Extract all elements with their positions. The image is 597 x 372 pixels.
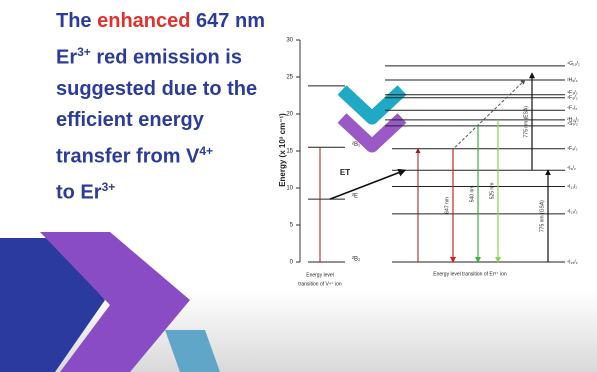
level-label: ²B₂: [352, 257, 361, 263]
superscript: 3+: [102, 180, 116, 194]
text: to Er: [56, 182, 102, 204]
arrow-label: 525 nm: [489, 183, 495, 200]
level-label: ⁴G₁₁/₂: [567, 61, 580, 67]
text: suggested due to the: [56, 74, 265, 105]
level-label: ⁴F₇/₂: [567, 106, 577, 112]
level-label: ²B₁: [352, 142, 360, 148]
level-label: ⁴I₁₅/₂: [567, 259, 578, 265]
level-label: ⁴F₃/₂: [567, 90, 578, 96]
text: efficient energy: [56, 105, 265, 136]
y-tick-label: 15: [286, 149, 293, 155]
level-label: ⁴I₁₃/₂: [567, 209, 578, 215]
text: red emission is: [96, 47, 242, 69]
text: Er: [56, 47, 77, 69]
arrow-label: ET: [340, 168, 350, 177]
text: The: [56, 10, 92, 32]
arrow-label: 540 nm: [469, 186, 475, 203]
y-tick-label: 10: [286, 186, 293, 192]
caption: Energy level transition of Er³⁺ ion: [433, 271, 507, 277]
esa-arrow: [455, 80, 525, 147]
arrow-label: 647 nm: [444, 197, 450, 214]
arrow-label: 775 nm (ESA): [523, 106, 529, 138]
slide: Energy (x 10³ cm⁻¹) Energy level transit…: [0, 0, 597, 372]
level-label: ²H₉/₂: [567, 77, 578, 83]
text: 647 nm: [196, 10, 265, 32]
headline: The enhanced 647 nm Er3+ red emission is…: [56, 6, 265, 209]
superscript: 4+: [199, 144, 213, 158]
highlight: enhanced: [97, 10, 190, 32]
level-label: ⁴I₉/₂: [567, 166, 576, 172]
level-label: ²E: [352, 194, 358, 200]
level-label: ²H₁₁/₂: [567, 117, 579, 123]
y-tick-label: 20: [286, 112, 293, 118]
caption: transition of V⁴⁺ ion: [298, 281, 342, 287]
level-label: ⁴I₁₁/₂: [567, 184, 577, 190]
arrow-label: 775 nm (GSA): [539, 200, 545, 232]
level-label: ⁴F₉/₂: [567, 146, 578, 152]
y-tick-label: 30: [286, 38, 293, 44]
y-tick-label: 25: [286, 75, 293, 81]
text: transfer from V: [56, 145, 199, 167]
y-tick-label: 0: [290, 260, 294, 266]
caption: Energy level: [306, 272, 334, 278]
deco-chevron: [342, 90, 402, 118]
superscript: 3+: [77, 45, 91, 59]
y-tick-label: 5: [290, 223, 294, 229]
